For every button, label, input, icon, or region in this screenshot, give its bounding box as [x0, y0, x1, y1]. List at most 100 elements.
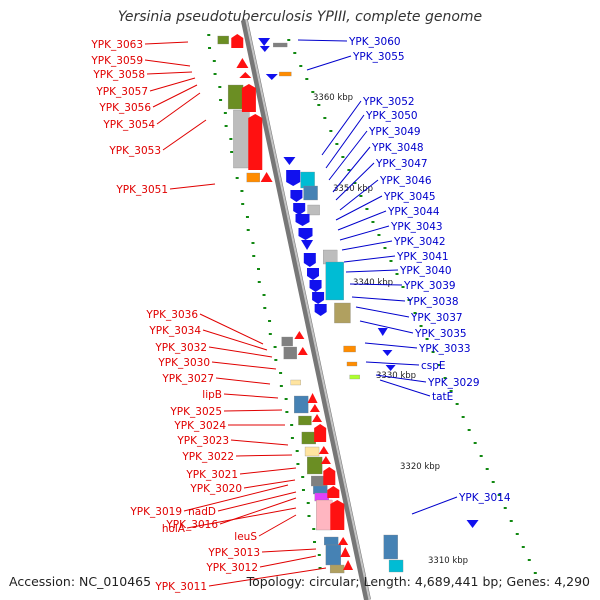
forward-gene-leader [156, 92, 201, 125]
reverse-gene-leader [341, 240, 393, 251]
reverse-gene-label: YPK_3044 [387, 206, 440, 218]
forward-gene-arrow [239, 72, 252, 78]
reverse-gene-label: YPK_3014 [458, 492, 511, 504]
ruler-tick-left [240, 190, 244, 192]
reverse-gene-label: cspE [421, 360, 446, 372]
forward-gene-label: YPK_3024 [173, 420, 226, 432]
cog-block-reverse [303, 185, 318, 201]
ruler-tick-right [341, 156, 345, 158]
reverse-gene-label: YPK_3039 [403, 280, 456, 292]
ruler-tick-right [467, 429, 471, 431]
reverse-gene-arrow [466, 520, 479, 528]
ruler-tick-right [407, 299, 411, 301]
cog-block-reverse [279, 71, 292, 77]
forward-gene-label: YPK_3030 [157, 357, 210, 369]
ruler-tick-left [301, 489, 305, 491]
forward-gene-arrow [327, 486, 340, 498]
forward-gene-leader [211, 361, 277, 370]
forward-gene-label: YPK_3053 [108, 145, 161, 157]
ruler-tick-right [533, 572, 537, 574]
ruler-tick-right [413, 312, 417, 314]
forward-gene-leader [235, 454, 293, 457]
ruler-tick-left [284, 398, 288, 400]
ruler-tick-left [290, 424, 294, 426]
forward-gene-label: nadD [188, 506, 216, 518]
genome-summary-text: Topology: circular; Length: 4,689,441 bp… [246, 574, 590, 589]
forward-gene-leader [239, 467, 297, 475]
reverse-gene-label: YPK_3047 [375, 158, 428, 170]
forward-gene-label: YPK_3051 [115, 184, 168, 196]
ruler-tick-left [279, 372, 283, 374]
ruler-tick-right [317, 104, 321, 106]
reverse-gene-leader [306, 55, 352, 71]
forward-gene-leader [243, 479, 296, 489]
ruler-tick-right [431, 351, 435, 353]
reverse-gene-label: YPK_3046 [379, 175, 432, 187]
forward-gene-arrow [297, 347, 308, 355]
forward-gene-leader [202, 329, 268, 351]
cog-block-forward [233, 109, 250, 169]
forward-gene-label: YPK_3022 [181, 451, 234, 463]
backbone-highlight [245, 19, 371, 600]
reverse-gene-label: tatE [432, 391, 453, 403]
reverse-gene-leader [365, 361, 420, 366]
forward-gene-leader [199, 313, 264, 345]
forward-gene-leader [149, 77, 196, 92]
forward-gene-leader [261, 548, 317, 553]
forward-gene-leader [259, 555, 317, 568]
ruler-tick-right [437, 364, 441, 366]
reverse-gene-arrow [303, 253, 316, 267]
reverse-gene-arrow [309, 280, 322, 292]
reverse-gene-arrow [307, 268, 319, 280]
cog-block-reverse [388, 559, 404, 573]
ruler-tick-left [318, 567, 322, 569]
forward-gene-arrow [307, 393, 318, 403]
reverse-gene-leader [335, 195, 383, 221]
ruler-tick-right [365, 208, 369, 210]
ruler-tick-right [323, 117, 327, 119]
scale-mark-label: 3350 kbp [333, 184, 373, 194]
forward-gene-label: leuS [234, 531, 257, 543]
reverse-gene-leader [359, 320, 414, 334]
forward-gene-label: YPK_3011 [154, 581, 207, 593]
cog-block-forward [325, 544, 342, 566]
ruler-tick-left [285, 411, 289, 413]
cog-block-reverse [300, 171, 315, 189]
reverse-gene-arrow [265, 74, 278, 80]
reverse-gene-arrow [283, 157, 296, 165]
reverse-gene-arrow [301, 240, 314, 250]
cog-block-forward [304, 446, 320, 457]
ruler-tick-left [251, 242, 255, 244]
cog-block-reverse [343, 345, 356, 353]
ruler-tick-left [257, 268, 260, 270]
forward-gene-arrow [312, 414, 323, 422]
ruler-tick-left [312, 528, 316, 530]
forward-gene-arrow [236, 58, 249, 68]
reverse-gene-label: YPK_3050 [365, 110, 418, 122]
ruler-tick-right [353, 182, 357, 184]
ruler-tick-right [371, 221, 375, 223]
reverse-gene-label: YPK_3035 [414, 328, 467, 340]
reverse-gene-leader [411, 496, 458, 515]
forward-gene-arrow [314, 424, 327, 442]
ruler-tick-left [245, 216, 249, 218]
reverse-gene-arrow [259, 46, 270, 52]
forward-gene-arrow [294, 331, 305, 339]
cog-block-forward [313, 485, 328, 495]
cog-block-forward [329, 564, 345, 574]
reverse-gene-label: YPK_3040 [399, 265, 452, 277]
ruler-tick-left [213, 73, 217, 75]
forward-gene-leader [144, 41, 189, 45]
reverse-gene-leader [355, 306, 410, 318]
forward-gene-leader [223, 409, 283, 412]
reverse-gene-label: YPK_3037 [410, 312, 463, 324]
ruler-tick-left [246, 229, 250, 231]
forward-gene-arrow [231, 34, 244, 48]
reverse-gene-arrow [258, 38, 271, 46]
reverse-gene-label: YPK_3060 [348, 36, 401, 48]
cog-block-forward [246, 172, 260, 183]
ruler-tick-right [527, 559, 531, 561]
ruler-tick-left [207, 34, 211, 36]
reverse-gene-label: YPK_3033 [418, 343, 471, 355]
reverse-gene-arrow [382, 350, 393, 356]
